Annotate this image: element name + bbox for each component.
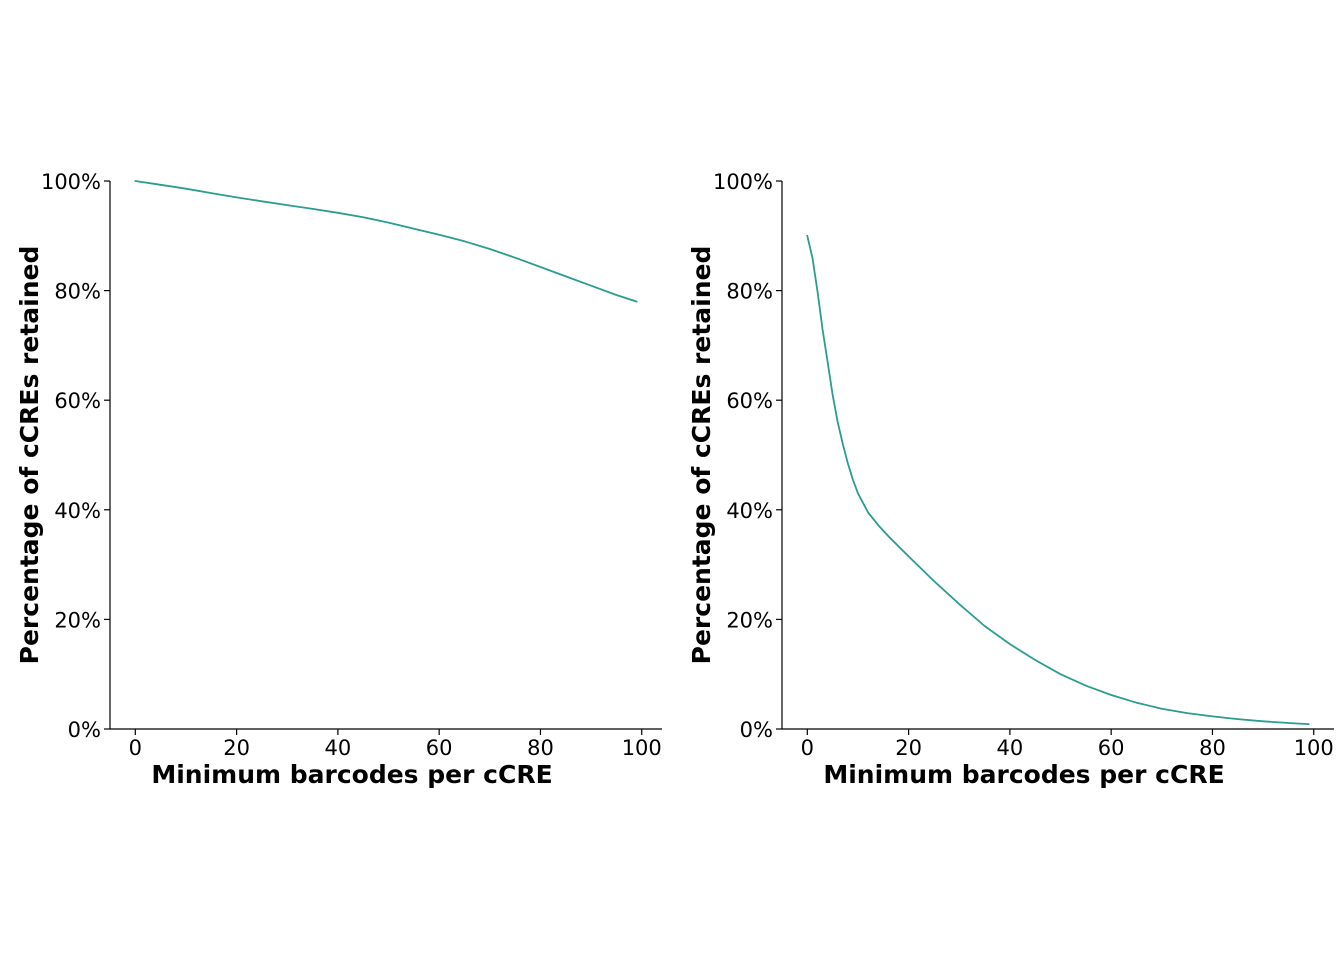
x-tick-label: 0 xyxy=(801,736,814,760)
y-tick-label: 60% xyxy=(54,389,101,413)
x-tick-label: 60 xyxy=(426,736,453,760)
y-tick-label: 80% xyxy=(54,280,101,304)
x-tick-label: 40 xyxy=(997,736,1024,760)
y-tick-label: 0% xyxy=(68,718,101,742)
series-line-0 xyxy=(806,234,1310,725)
y-tick-label: 20% xyxy=(726,608,773,632)
y-tick-label: 0% xyxy=(740,718,773,742)
series-line-0 xyxy=(134,180,638,303)
x-tick-label: 80 xyxy=(527,736,554,760)
y-tick-label: 100% xyxy=(713,170,773,194)
x-axis-label: Minimum barcodes per cCRE xyxy=(823,760,1224,789)
chart-right: 0 20 40 60 80 100 0% 20% 40% 60% 80% 100% Minimum ba… xyxy=(687,170,1334,789)
x-tick-label: 0 xyxy=(129,736,142,760)
x-tick-label: 100 xyxy=(622,736,662,760)
x-tick-label: 20 xyxy=(895,736,922,760)
x-tick-label: 100 xyxy=(1294,736,1334,760)
y-tick-label: 60% xyxy=(726,389,773,413)
x-tick-label: 80 xyxy=(1199,736,1226,760)
y-tick-label: 40% xyxy=(726,499,773,523)
y-tick-label: 20% xyxy=(54,608,101,632)
x-tick-label: 20 xyxy=(223,736,250,760)
y-tick-label: 80% xyxy=(726,280,773,304)
y-axis-label: Percentage of cCREs retained xyxy=(687,246,716,665)
y-tick-label: 40% xyxy=(54,499,101,523)
y-tick-label: 100% xyxy=(41,170,101,194)
x-tick-label: 60 xyxy=(1098,736,1125,760)
chart-left: 0 20 40 60 80 100 0% 20% 40% 60% 80% 100% Minimum ba… xyxy=(15,170,662,789)
x-axis-label: Minimum barcodes per cCRE xyxy=(151,760,552,789)
y-axis-label: Percentage of cCREs retained xyxy=(15,246,44,665)
x-tick-label: 40 xyxy=(325,736,352,760)
